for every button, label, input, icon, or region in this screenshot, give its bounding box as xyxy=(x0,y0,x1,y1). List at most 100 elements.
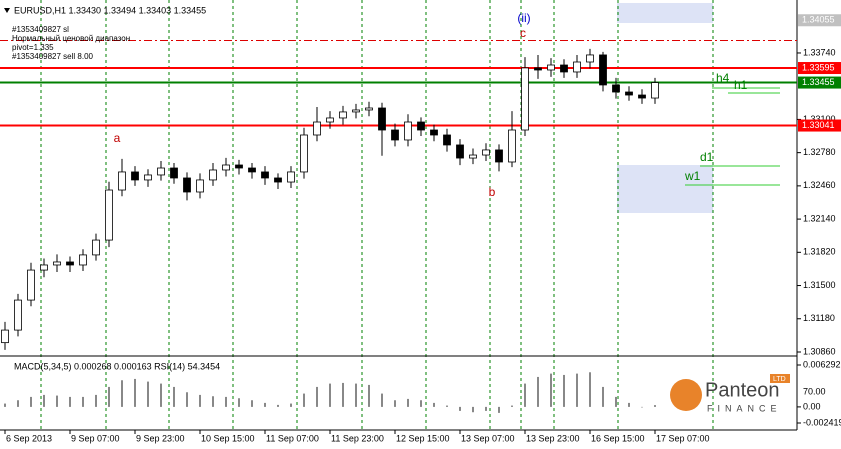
candle-body xyxy=(625,91,633,96)
candle-body xyxy=(144,174,152,181)
annotation: c xyxy=(520,26,526,40)
x-tick-label: 11 Sep 07:00 xyxy=(266,433,319,443)
macd-bar xyxy=(134,378,136,407)
macd-bar xyxy=(368,384,370,407)
candle-body xyxy=(508,129,516,163)
logo: Panteon FINANCE LTD xyxy=(670,374,790,413)
candle-body xyxy=(313,121,321,136)
zone xyxy=(617,3,713,23)
macd-bar xyxy=(641,406,643,408)
macd-bar xyxy=(654,405,656,407)
candle-body xyxy=(651,82,659,99)
annotation: (ii) xyxy=(517,11,530,25)
x-tick-label: 6 Sep 2013 xyxy=(6,433,52,443)
macd-bar xyxy=(524,383,526,407)
candle-body xyxy=(66,261,74,266)
macd-bar xyxy=(602,386,604,407)
annotation: h4 xyxy=(716,71,730,85)
candle-body xyxy=(365,107,373,111)
macd-bar xyxy=(342,382,344,407)
macd-bar xyxy=(615,396,617,407)
macd-bar xyxy=(511,405,513,407)
annotation: d1 xyxy=(700,150,714,164)
logo-badge xyxy=(770,374,790,383)
candle-body xyxy=(404,121,412,141)
macd-bar xyxy=(355,383,357,407)
macd-bar xyxy=(303,393,305,407)
logo-badge-text: LTD xyxy=(773,376,786,383)
candle-body xyxy=(612,84,620,93)
macd-bar xyxy=(264,402,266,407)
macd-bar xyxy=(251,400,253,407)
macd-bar xyxy=(212,396,214,407)
candle-body xyxy=(40,264,48,271)
y-tick-label: -0.002419 xyxy=(803,417,841,427)
macd-bar xyxy=(277,404,279,407)
zone xyxy=(617,165,713,213)
macd-bar xyxy=(563,374,565,407)
level-box xyxy=(798,62,841,75)
candle-body xyxy=(27,269,35,301)
candle-body xyxy=(53,261,61,266)
logo-name: Panteon xyxy=(705,379,780,401)
y-tick-label: 1.32780 xyxy=(803,147,836,157)
macd-bar xyxy=(329,383,331,407)
y-tick-label: 0.006292 xyxy=(803,359,841,369)
macd-bar xyxy=(316,386,318,407)
candle-body xyxy=(560,64,568,73)
candle-body xyxy=(339,111,347,119)
macd-bar xyxy=(394,400,396,407)
level-label: 1.33041 xyxy=(802,120,835,130)
macd-bar xyxy=(160,383,162,407)
macd-bar xyxy=(446,405,448,407)
annotation: h1 xyxy=(734,78,748,92)
annotation: a xyxy=(114,131,121,145)
macd-bar xyxy=(290,403,292,407)
macd-bar xyxy=(147,381,149,407)
macd-bar xyxy=(628,402,630,407)
x-tick-label: 16 Sep 15:00 xyxy=(591,433,645,443)
level-box xyxy=(798,119,841,132)
x-tick-label: 9 Sep 23:00 xyxy=(136,433,185,443)
y-tick-label: 1.32140 xyxy=(803,213,836,223)
macd-bar xyxy=(173,386,175,407)
level-box xyxy=(798,76,841,89)
candle-body xyxy=(521,67,529,131)
macd-bar xyxy=(537,376,539,407)
macd-bar xyxy=(433,402,435,407)
macd-bar xyxy=(95,394,97,407)
candle-body xyxy=(456,144,464,159)
candle-body xyxy=(157,167,165,176)
collapse-icon xyxy=(4,8,10,13)
candle-body xyxy=(248,167,256,173)
candle-body xyxy=(495,149,503,163)
candle-body xyxy=(222,164,230,171)
macd-bar xyxy=(108,386,110,407)
macd-bar xyxy=(199,394,201,407)
candle-body xyxy=(183,177,191,193)
macd-bar xyxy=(485,406,487,411)
candle-body xyxy=(118,171,126,191)
macd-bar xyxy=(30,396,32,407)
macd-bar xyxy=(381,393,383,407)
y-tick-label: 70.00 xyxy=(803,386,826,396)
y-tick-label: 1.32460 xyxy=(803,180,836,190)
macd-bar xyxy=(56,395,58,407)
candle-body xyxy=(547,64,555,71)
y-tick-label: 1.33740 xyxy=(803,47,836,57)
y-tick-label: 1.30860 xyxy=(803,346,836,356)
indicator-title: MACD(5,34,5) 0.000268 0.000163 RSI(14) 5… xyxy=(14,361,220,371)
macd-bar xyxy=(498,406,500,413)
macd-bar xyxy=(186,392,188,407)
candle-body xyxy=(378,107,386,131)
candle-body xyxy=(209,169,217,181)
x-tick-label: 11 Sep 23:00 xyxy=(331,433,384,443)
y-tick-label: 1.31820 xyxy=(803,247,836,257)
x-tick-label: 13 Sep 23:00 xyxy=(526,433,580,443)
y-tick-label: 1.31500 xyxy=(803,280,836,290)
candle-body xyxy=(469,154,477,159)
candle-body xyxy=(573,61,581,73)
candle-body xyxy=(261,171,269,179)
macd-bar xyxy=(589,372,591,407)
macd-bar xyxy=(4,403,6,407)
